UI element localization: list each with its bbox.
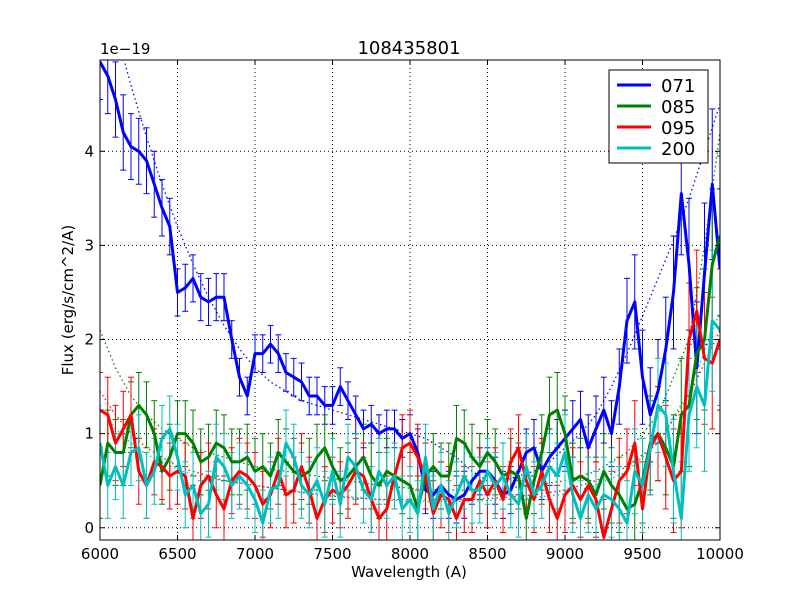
series-line-095 <box>100 309 720 539</box>
chart-title: 108435801 <box>357 38 460 59</box>
axis-ticks: 6000 6500 7000 7500 8000 8500 9000 9500 10000 0 1 2… <box>81 60 744 563</box>
series-line-200 <box>100 319 720 525</box>
y-tick-label: 1 <box>84 425 94 443</box>
series-line-071 <box>100 61 720 501</box>
legend-label: 200 <box>661 139 695 160</box>
x-tick-label: 8000 <box>391 545 429 563</box>
y-tick-label: 2 <box>84 331 94 349</box>
legend-label: 085 <box>661 97 695 118</box>
x-tick-label: 6500 <box>158 545 196 563</box>
x-tick-label: 8500 <box>468 545 506 563</box>
legend-label: 095 <box>661 118 695 139</box>
x-tick-label: 7000 <box>236 545 274 563</box>
x-tick-label: 7500 <box>313 545 351 563</box>
x-tick-label: 6000 <box>81 545 119 563</box>
x-tick-label: 10000 <box>696 545 744 563</box>
y-offset-label: 1e−19 <box>100 40 150 58</box>
x-axis-label: Wavelength (A) <box>351 563 467 581</box>
x-tick-label: 9500 <box>623 545 661 563</box>
y-tick-label: 3 <box>84 236 94 254</box>
x-tick-label: 9000 <box>546 545 584 563</box>
y-tick-label: 4 <box>84 142 94 160</box>
y-axis-label: Flux (erg/s/cm^2/A) <box>59 225 77 376</box>
data-layer <box>100 60 720 540</box>
legend-label: 071 <box>661 76 695 97</box>
y-tick-label: 0 <box>84 519 94 537</box>
